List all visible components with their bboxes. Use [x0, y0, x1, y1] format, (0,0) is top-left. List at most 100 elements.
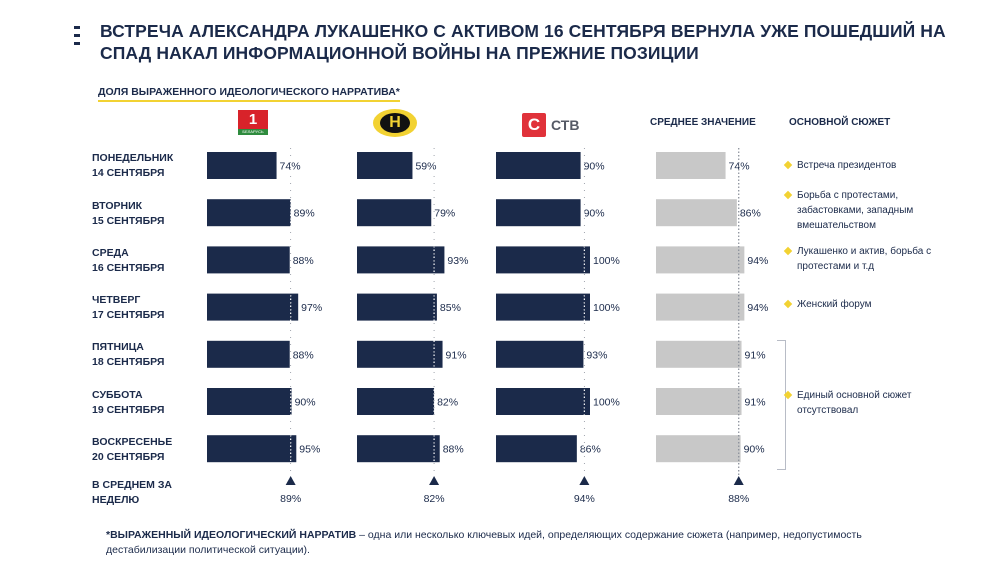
ctv-letter: С [527, 115, 541, 134]
bar-average [656, 293, 745, 321]
bar-average [656, 340, 742, 368]
data-label: 91% [446, 349, 467, 361]
data-label: 82% [437, 397, 458, 409]
average-triangle-icon [733, 476, 744, 485]
row-date: 16 СЕНТЯБРЯ [92, 262, 165, 274]
bar-belarus1 [207, 246, 290, 274]
story-item: Встреча президентов [797, 158, 957, 173]
bar-average [656, 199, 737, 227]
row-date: 18 СЕНТЯБРЯ [92, 356, 165, 368]
data-label: 79% [434, 208, 455, 220]
story-item: Лукашенко и актив, борьба с протестами и… [797, 244, 957, 274]
data-label: 95% [299, 444, 320, 456]
ont-logo-icon: Н [372, 108, 418, 138]
row-label: СРЕДА 16 СЕНТЯБРЯ [92, 246, 164, 276]
row-day: ПЯТНИЦА [92, 341, 144, 353]
row-date: 19 СЕНТЯБРЯ [92, 404, 165, 416]
bar-ont [357, 435, 440, 463]
data-label: 88% [293, 349, 314, 361]
average-column-header: СРЕДНЕЕ ЗНАЧЕНИЕ [650, 117, 756, 128]
bar-belarus1 [207, 293, 299, 321]
data-label: 93% [586, 349, 607, 361]
average-triangle-icon [285, 476, 296, 485]
data-label: 94% [747, 255, 768, 267]
weekly-average-line1: В СРЕДНЕМ ЗА [92, 479, 172, 491]
ont-letter: Н [389, 114, 401, 131]
bar-average [656, 152, 726, 179]
story-column-header: ОСНОВНОЙ СЮЖЕТ [789, 117, 891, 128]
weekly-average-line2: НЕДЕЛЮ [92, 494, 140, 506]
bar-belarus1 [207, 199, 291, 227]
data-label: 100% [593, 255, 620, 267]
bar-average [656, 246, 745, 274]
data-label: 91% [745, 349, 766, 361]
row-date: 15 СЕНТЯБРЯ [92, 215, 165, 227]
weekly-average-value: 88% [728, 493, 749, 505]
data-label: 93% [447, 255, 468, 267]
brand-mark-icon [74, 26, 80, 50]
belarus1-logo-icon: 1 БЕЛАРУСЬ [238, 110, 268, 135]
story-item: Борьба с протестами, забастовками, запад… [797, 188, 957, 233]
story-item: Женский форум [797, 297, 957, 312]
bar-ctv [496, 340, 584, 368]
average-triangle-icon [579, 476, 590, 485]
bar-ont [357, 199, 432, 227]
bar-ctv [496, 152, 581, 179]
footnote: *ВЫРАЖЕННЫЙ ИДЕОЛОГИЧЕСКИЙ НАРРАТИВ – од… [106, 528, 886, 558]
row-day: ЧЕТВЕРГ [92, 294, 141, 306]
data-label: 100% [593, 302, 620, 314]
bar-belarus1 [207, 152, 277, 179]
bar-belarus1 [207, 435, 297, 463]
data-label: 85% [440, 302, 461, 314]
row-label: ВОСКРЕСЕНЬЕ 20 СЕНТЯБРЯ [92, 435, 172, 465]
data-label: 90% [295, 397, 316, 409]
data-label: 90% [744, 444, 765, 456]
data-label: 86% [740, 208, 761, 220]
row-day: СРЕДА [92, 247, 129, 259]
weekly-average-value: 82% [424, 493, 445, 505]
weekly-average-value: 94% [574, 493, 595, 505]
row-day: ВТОРНИК [92, 200, 143, 212]
story-bracket [777, 340, 786, 470]
ctv-text: СТВ [551, 117, 580, 133]
belarus1-text: БЕЛАРУСЬ [242, 129, 264, 134]
bar-ont [357, 388, 435, 415]
data-label: 86% [580, 444, 601, 456]
bar-average [656, 435, 741, 463]
row-label: ВТОРНИК 15 СЕНТЯБРЯ [92, 199, 164, 229]
chart-subtitle: ДОЛЯ ВЫРАЖЕННОГО ИДЕОЛОГИЧЕСКОГО НАРРАТИ… [98, 86, 400, 102]
bar-ont [357, 340, 443, 368]
data-label: 97% [301, 302, 322, 314]
bar-ctv [496, 199, 581, 227]
bar-average [656, 388, 742, 415]
bar-ctv [496, 435, 577, 463]
data-label: 94% [747, 302, 768, 314]
weekly-average-value: 89% [280, 493, 301, 505]
bar-belarus1 [207, 340, 290, 368]
bar-ont [357, 152, 413, 179]
row-label: ПОНЕДЕЛЬНИК 14 СЕНТЯБРЯ [92, 151, 173, 181]
data-label: 91% [745, 397, 766, 409]
row-date: 20 СЕНТЯБРЯ [92, 451, 165, 463]
row-date: 17 СЕНТЯБРЯ [92, 309, 165, 321]
average-triangle-icon [429, 476, 440, 485]
row-date: 14 СЕНТЯБРЯ [92, 167, 165, 179]
row-day: ПОНЕДЕЛЬНИК [92, 152, 174, 164]
page-title: ВСТРЕЧА АЛЕКСАНДРА ЛУКАШЕНКО С АКТИВОМ 1… [100, 21, 946, 63]
row-day: СУББОТА [92, 389, 143, 401]
bar-ctv [496, 388, 590, 415]
row-label: ПЯТНИЦА 18 СЕНТЯБРЯ [92, 340, 164, 370]
bar-belarus1 [207, 388, 292, 415]
belarus1-digit: 1 [248, 111, 258, 128]
data-label: 59% [415, 161, 436, 173]
footnote-text: – одна или несколько ключевых идей, опре… [106, 529, 862, 556]
row-label: ЧЕТВЕРГ 17 СЕНТЯБРЯ [92, 293, 164, 323]
data-label: 89% [294, 208, 315, 220]
footnote-term: *ВЫРАЖЕННЫЙ ИДЕОЛОГИЧЕСКИЙ НАРРАТИВ [106, 529, 357, 541]
story-item: Единый основной сюжет отсутствовал [797, 388, 927, 418]
bar-ctv [496, 246, 590, 274]
data-label: 100% [593, 397, 620, 409]
bar-ctv [496, 293, 590, 321]
data-label: 90% [584, 161, 605, 173]
